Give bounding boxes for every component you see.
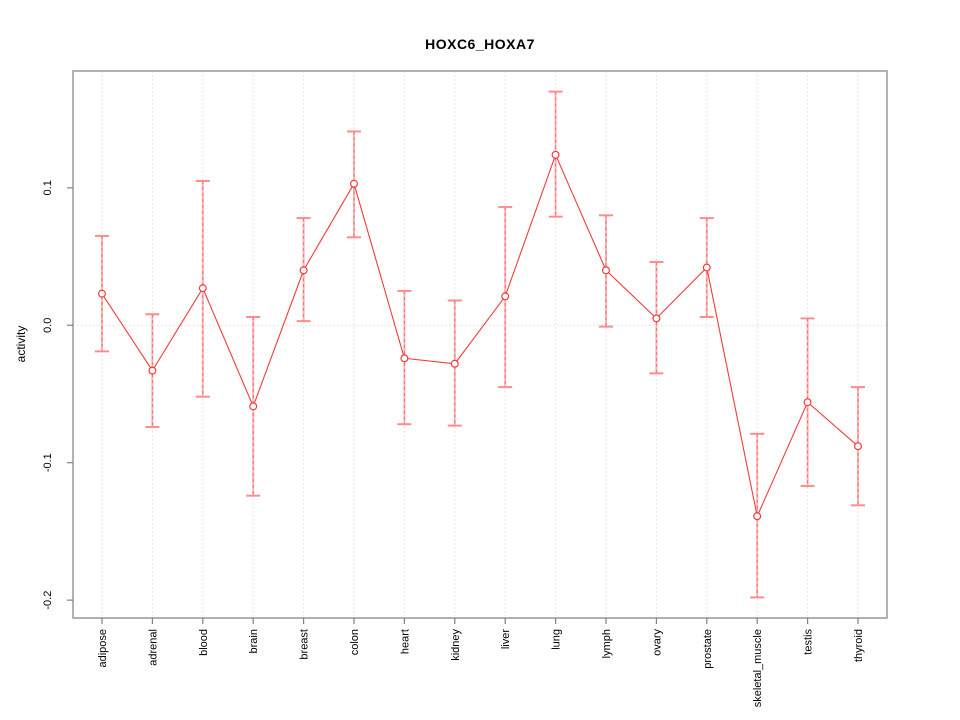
x-tick-label: testis [803, 629, 815, 655]
data-point-marker [501, 292, 510, 301]
x-tick-label: brain [248, 629, 260, 653]
data-point-marker [198, 284, 207, 293]
data-point-marker [299, 266, 308, 275]
data-point-marker [350, 179, 359, 188]
x-tick-label: blood [198, 629, 210, 656]
data-point-marker [803, 398, 812, 407]
y-tick-label: 0.1 [42, 180, 54, 195]
data-point-marker [450, 359, 459, 368]
y-tick-label: -0.2 [42, 591, 54, 610]
data-point-marker [753, 512, 762, 521]
x-tick-label: ovary [651, 629, 663, 656]
x-tick-label: adipose [97, 629, 109, 668]
data-point-marker [652, 314, 661, 323]
x-tick-label: thyroid [853, 629, 865, 662]
x-tick-label: skeletal_muscle [752, 629, 764, 707]
y-axis-label: activity [14, 326, 28, 363]
plot-border [72, 70, 888, 619]
x-tick-label: colon [349, 629, 361, 655]
x-tick-label: adrenal [147, 629, 159, 666]
data-point-marker [97, 289, 106, 298]
gridlines [73, 71, 887, 618]
x-tick-label: breast [299, 629, 311, 660]
y-tick-label: -0.1 [42, 453, 54, 472]
chart-title: HOXC6_HOXA7 [425, 36, 535, 52]
x-tick-label: prostate [702, 629, 714, 669]
x-tick-label: lymph [601, 629, 613, 658]
y-tick-label: 0.0 [42, 318, 54, 333]
series-line [101, 153, 859, 519]
x-tick-label: heart [399, 629, 411, 654]
data-point-marker [551, 150, 560, 159]
data-point-marker [702, 263, 711, 272]
x-tick-label: lung [551, 629, 563, 650]
data-point-marker [249, 402, 258, 411]
data-point-marker [148, 366, 157, 375]
data-point-marker [400, 354, 409, 363]
data-series [95, 90, 865, 599]
x-tick-label: liver [500, 629, 512, 650]
axes: -0.2 -0.1 0.0 0.1 adipose adrenal blood brain br… [42, 180, 865, 707]
data-point-marker [601, 266, 610, 275]
x-tick-label: kidney [450, 629, 462, 661]
data-point-marker [853, 442, 862, 451]
